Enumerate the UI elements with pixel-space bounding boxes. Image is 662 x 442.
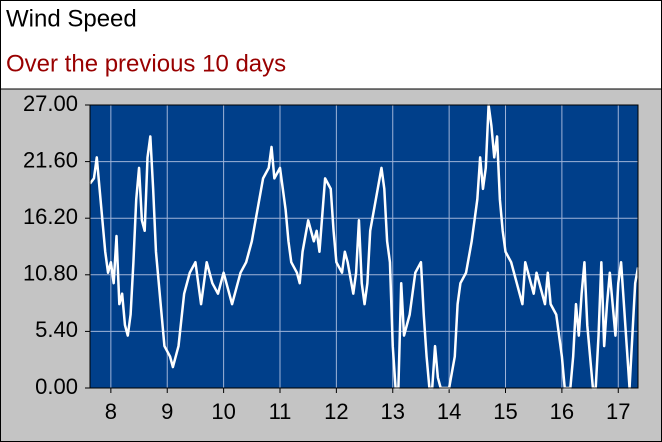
plot-border	[89, 104, 639, 389]
chart-subtitle: Over the previous 10 days	[6, 50, 286, 77]
x-tick-label: 12	[324, 399, 348, 424]
x-tick-label: 16	[550, 399, 574, 424]
y-tick-label: 10.80	[23, 261, 78, 286]
x-tick-label: 14	[437, 399, 461, 424]
y-tick-label: 5.40	[35, 317, 78, 342]
plot-area	[90, 105, 638, 388]
x-tick-label: 9	[161, 399, 173, 424]
y-tick-label: 21.60	[23, 147, 78, 172]
x-tick-label: 13	[381, 399, 405, 424]
x-tick-label: 8	[105, 399, 117, 424]
x-tick-label: 17	[606, 399, 630, 424]
x-tick-label: 10	[211, 399, 235, 424]
chart-title: Wind Speed	[6, 5, 137, 32]
y-tick-label: 0.00	[35, 374, 78, 399]
x-tick-label: 15	[493, 399, 517, 424]
y-tick-label: 27.00	[23, 91, 78, 116]
y-tick-label: 16.20	[23, 204, 78, 229]
x-tick-label: 11	[269, 399, 292, 424]
